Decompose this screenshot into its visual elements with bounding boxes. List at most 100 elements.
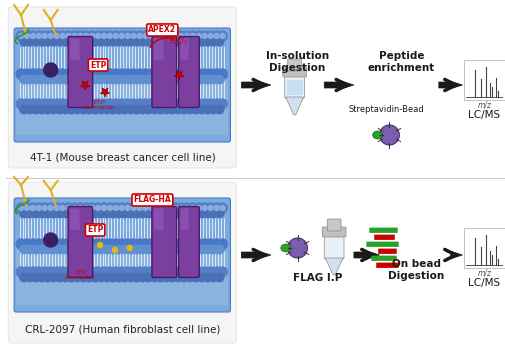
Circle shape bbox=[153, 31, 162, 41]
Circle shape bbox=[135, 99, 144, 109]
Text: m/z: m/z bbox=[477, 269, 491, 277]
Circle shape bbox=[182, 203, 192, 213]
Circle shape bbox=[159, 69, 168, 79]
Circle shape bbox=[212, 69, 222, 79]
Circle shape bbox=[73, 105, 81, 114]
Circle shape bbox=[150, 105, 159, 114]
Circle shape bbox=[56, 209, 64, 218]
Circle shape bbox=[170, 99, 180, 109]
Circle shape bbox=[56, 273, 64, 282]
Circle shape bbox=[52, 267, 62, 277]
Circle shape bbox=[138, 105, 147, 114]
Circle shape bbox=[174, 75, 182, 84]
Circle shape bbox=[146, 69, 157, 79]
Circle shape bbox=[61, 245, 70, 254]
Circle shape bbox=[126, 37, 135, 46]
Circle shape bbox=[58, 239, 68, 249]
FancyBboxPatch shape bbox=[181, 209, 189, 230]
Circle shape bbox=[196, 205, 201, 210]
Circle shape bbox=[91, 37, 99, 46]
Text: CRL-2097 (Human fibroblast cell line): CRL-2097 (Human fibroblast cell line) bbox=[25, 325, 221, 335]
Circle shape bbox=[70, 31, 79, 41]
Circle shape bbox=[135, 203, 144, 213]
Circle shape bbox=[180, 273, 188, 282]
Circle shape bbox=[132, 37, 141, 46]
Circle shape bbox=[91, 209, 99, 218]
Circle shape bbox=[61, 209, 70, 218]
Circle shape bbox=[186, 273, 194, 282]
Circle shape bbox=[61, 273, 70, 282]
FancyBboxPatch shape bbox=[378, 249, 397, 254]
Circle shape bbox=[84, 205, 89, 210]
FancyBboxPatch shape bbox=[16, 80, 228, 135]
Circle shape bbox=[44, 233, 58, 247]
Circle shape bbox=[61, 75, 70, 84]
Circle shape bbox=[218, 239, 227, 249]
Circle shape bbox=[168, 245, 176, 254]
Circle shape bbox=[34, 203, 44, 213]
Circle shape bbox=[210, 75, 218, 84]
Circle shape bbox=[161, 205, 166, 210]
Circle shape bbox=[173, 205, 178, 210]
Circle shape bbox=[28, 31, 38, 41]
FancyBboxPatch shape bbox=[322, 227, 346, 237]
Circle shape bbox=[168, 75, 176, 84]
Circle shape bbox=[204, 273, 212, 282]
Circle shape bbox=[108, 205, 113, 210]
Polygon shape bbox=[447, 250, 463, 260]
Circle shape bbox=[66, 205, 71, 210]
Circle shape bbox=[220, 34, 225, 38]
Circle shape bbox=[111, 99, 121, 109]
Circle shape bbox=[125, 34, 130, 38]
Polygon shape bbox=[286, 97, 304, 115]
Circle shape bbox=[52, 69, 62, 79]
Circle shape bbox=[113, 247, 117, 252]
Circle shape bbox=[135, 267, 144, 277]
Circle shape bbox=[164, 31, 174, 41]
Circle shape bbox=[143, 205, 148, 210]
Text: m/z: m/z bbox=[477, 101, 491, 109]
Circle shape bbox=[218, 69, 227, 79]
Circle shape bbox=[218, 203, 227, 213]
Ellipse shape bbox=[380, 125, 399, 145]
Circle shape bbox=[93, 69, 103, 79]
Circle shape bbox=[56, 245, 64, 254]
FancyBboxPatch shape bbox=[154, 209, 164, 230]
Circle shape bbox=[182, 31, 192, 41]
Circle shape bbox=[215, 245, 224, 254]
Circle shape bbox=[26, 37, 34, 46]
Circle shape bbox=[25, 205, 29, 210]
Circle shape bbox=[37, 209, 46, 218]
Circle shape bbox=[179, 34, 183, 38]
Polygon shape bbox=[439, 80, 463, 90]
Circle shape bbox=[138, 37, 147, 46]
Circle shape bbox=[81, 239, 91, 249]
Circle shape bbox=[22, 203, 32, 213]
Circle shape bbox=[20, 37, 28, 46]
Circle shape bbox=[93, 31, 103, 41]
Circle shape bbox=[22, 239, 32, 249]
Circle shape bbox=[149, 205, 154, 210]
Circle shape bbox=[200, 99, 210, 109]
Circle shape bbox=[200, 69, 210, 79]
Circle shape bbox=[56, 37, 64, 46]
Circle shape bbox=[20, 245, 28, 254]
Circle shape bbox=[95, 34, 100, 38]
Circle shape bbox=[146, 239, 157, 249]
Circle shape bbox=[117, 203, 127, 213]
FancyBboxPatch shape bbox=[179, 36, 199, 108]
Circle shape bbox=[206, 69, 216, 79]
Circle shape bbox=[84, 34, 89, 38]
Text: LC/MS: LC/MS bbox=[468, 110, 500, 120]
Circle shape bbox=[87, 239, 97, 249]
Circle shape bbox=[40, 69, 49, 79]
Circle shape bbox=[105, 69, 115, 79]
Circle shape bbox=[95, 205, 100, 210]
Circle shape bbox=[129, 99, 138, 109]
Circle shape bbox=[164, 267, 174, 277]
Circle shape bbox=[58, 31, 68, 41]
Circle shape bbox=[206, 239, 216, 249]
Circle shape bbox=[43, 273, 52, 282]
Circle shape bbox=[56, 105, 64, 114]
Circle shape bbox=[174, 209, 182, 218]
